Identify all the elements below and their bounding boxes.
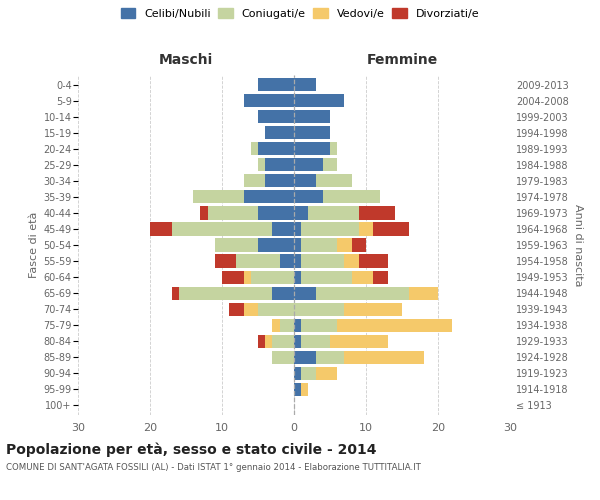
Legend: Celibi/Nubili, Coniugati/e, Vedovi/e, Divorziati/e: Celibi/Nubili, Coniugati/e, Vedovi/e, Di… xyxy=(118,6,482,21)
Bar xyxy=(323,158,337,172)
Bar xyxy=(215,238,258,252)
Bar xyxy=(344,254,359,268)
Bar xyxy=(258,110,294,124)
Bar xyxy=(294,254,301,268)
Text: Maschi: Maschi xyxy=(159,54,213,68)
Text: COMUNE DI SANT'AGATA FOSSILI (AL) - Dati ISTAT 1° gennaio 2014 - Elaborazione TU: COMUNE DI SANT'AGATA FOSSILI (AL) - Dati… xyxy=(6,462,421,471)
Bar xyxy=(150,222,172,235)
Bar xyxy=(323,190,380,203)
Bar xyxy=(265,158,294,172)
Bar xyxy=(294,366,301,380)
Bar xyxy=(193,190,244,203)
Bar xyxy=(200,206,208,220)
Bar xyxy=(272,350,294,364)
Bar xyxy=(280,254,294,268)
Bar xyxy=(258,206,294,220)
Bar xyxy=(258,142,294,156)
Bar xyxy=(244,270,251,283)
Bar xyxy=(294,158,323,172)
Bar xyxy=(280,318,294,332)
Bar xyxy=(337,238,352,252)
Bar xyxy=(294,142,330,156)
Bar xyxy=(359,206,395,220)
Bar xyxy=(330,334,388,348)
Bar xyxy=(236,254,280,268)
Bar xyxy=(244,94,294,107)
Bar xyxy=(373,222,409,235)
Bar xyxy=(301,318,337,332)
Bar xyxy=(294,318,301,332)
Bar xyxy=(316,366,337,380)
Bar xyxy=(251,270,294,283)
Bar xyxy=(294,206,308,220)
Bar xyxy=(301,222,359,235)
Bar xyxy=(294,334,301,348)
Bar xyxy=(265,174,294,188)
Bar xyxy=(294,238,301,252)
Bar xyxy=(258,334,265,348)
Bar xyxy=(294,190,323,203)
Bar xyxy=(294,174,316,188)
Bar xyxy=(208,206,258,220)
Bar xyxy=(258,158,265,172)
Bar xyxy=(258,78,294,91)
Y-axis label: Anni di nascita: Anni di nascita xyxy=(573,204,583,286)
Bar xyxy=(301,238,337,252)
Bar xyxy=(294,94,344,107)
Bar xyxy=(294,78,316,91)
Y-axis label: Fasce di età: Fasce di età xyxy=(29,212,39,278)
Bar xyxy=(301,366,316,380)
Bar xyxy=(172,222,272,235)
Bar xyxy=(265,334,272,348)
Bar xyxy=(272,222,294,235)
Bar xyxy=(344,350,424,364)
Bar xyxy=(330,142,337,156)
Bar xyxy=(251,142,258,156)
Bar xyxy=(359,222,373,235)
Bar xyxy=(179,286,272,300)
Bar xyxy=(222,270,244,283)
Bar xyxy=(265,126,294,140)
Bar xyxy=(294,222,301,235)
Bar xyxy=(294,383,301,396)
Bar xyxy=(301,334,330,348)
Text: Femmine: Femmine xyxy=(367,54,437,68)
Bar xyxy=(244,190,294,203)
Bar xyxy=(294,302,344,316)
Bar xyxy=(215,254,236,268)
Bar xyxy=(294,286,316,300)
Bar xyxy=(316,174,352,188)
Bar xyxy=(294,126,330,140)
Bar xyxy=(294,350,316,364)
Text: Popolazione per età, sesso e stato civile - 2014: Popolazione per età, sesso e stato civil… xyxy=(6,442,377,457)
Bar xyxy=(337,318,452,332)
Bar xyxy=(244,302,258,316)
Bar xyxy=(244,174,265,188)
Bar xyxy=(272,334,294,348)
Bar xyxy=(344,302,402,316)
Bar xyxy=(272,318,280,332)
Bar xyxy=(352,238,366,252)
Bar xyxy=(301,383,308,396)
Bar xyxy=(316,286,409,300)
Bar xyxy=(258,302,294,316)
Bar xyxy=(229,302,244,316)
Bar xyxy=(409,286,438,300)
Bar xyxy=(316,350,344,364)
Bar xyxy=(373,270,388,283)
Bar xyxy=(301,254,344,268)
Bar xyxy=(301,270,352,283)
Bar xyxy=(352,270,373,283)
Bar xyxy=(294,110,330,124)
Bar xyxy=(172,286,179,300)
Bar xyxy=(359,254,388,268)
Bar xyxy=(272,286,294,300)
Bar xyxy=(294,270,301,283)
Bar xyxy=(308,206,359,220)
Bar xyxy=(258,238,294,252)
